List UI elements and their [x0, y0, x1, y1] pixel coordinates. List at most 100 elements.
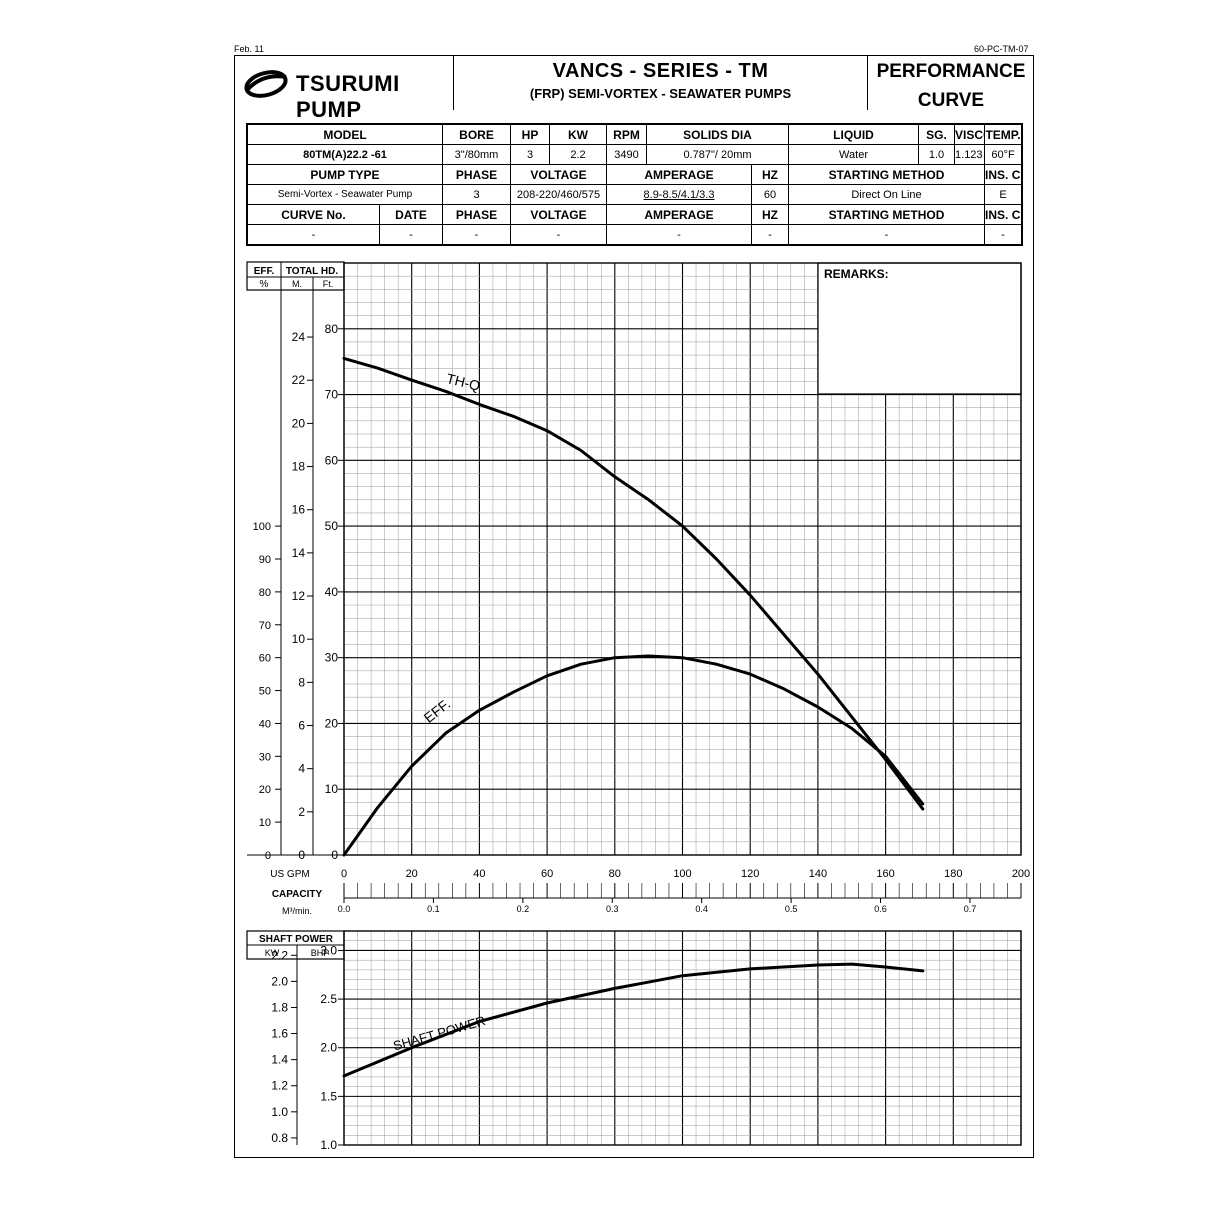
ft-tick-label: 10: [325, 782, 339, 796]
th-q-curve: [342, 356, 925, 811]
capacity-label: CAPACITY: [272, 889, 323, 900]
ft-tick-label: 60: [325, 453, 339, 467]
power-axis-title: SHAFT POWER: [259, 934, 334, 945]
bhp-tick-label: 1.0: [320, 1138, 337, 1152]
remarks-box: [817, 262, 1022, 395]
series-subtitle: (FRP) SEMI-VORTEX - SEAWATER PUMPS: [529, 86, 792, 101]
spec-cell: CURVE No.: [247, 204, 380, 225]
th-q-curve-label: TH-Q: [445, 370, 482, 394]
gpm-tick-label: 120: [741, 868, 759, 880]
eff-tick-label: 30: [259, 751, 271, 763]
bhp-tick-label: 2.0: [320, 1041, 337, 1055]
gpm-tick-label: 0: [341, 868, 347, 880]
brand-name: TSURUMI PUMP: [296, 71, 400, 122]
spec-row-4: Semi-Vortex - Seawater Pump 3 208-220/46…: [247, 184, 1023, 205]
title-cell: VANCS - SERIES - TM (FRP) SEMI-VORTEX - …: [454, 55, 868, 110]
bhp-unit: BHP: [311, 948, 330, 958]
spec-cell: HP: [510, 124, 550, 145]
series-title: VANCS - SERIES - TM: [552, 60, 769, 82]
eff-tick-label: 80: [259, 587, 271, 599]
spec-row-1: MODEL BORE HP KW RPM SOLIDS DIA LIQUID S…: [247, 124, 1023, 145]
performance-title-line1: PERFORMANCE: [876, 61, 1026, 82]
main-axis-ticks: 0102030405060708002468101214161820222401…: [253, 322, 344, 862]
kw-tick-label: 2.0: [271, 974, 288, 988]
spec-cell: RPM: [606, 124, 647, 145]
m3-tick-label: 0.3: [606, 904, 619, 914]
m3-tick-label: 0.7: [964, 904, 977, 914]
eff-curve: [342, 654, 925, 857]
m-tick-label: 22: [292, 373, 306, 387]
m-tick-label: 12: [292, 589, 306, 603]
power-plot-border: [343, 930, 1022, 1146]
main-plot-border: [343, 262, 1022, 856]
spec-cell: 3"/80mm: [442, 144, 511, 165]
spec-cell: 0.787"/ 20mm: [645, 144, 790, 165]
m3-tick-label: 0.6: [874, 904, 887, 914]
tsurumi-logo-icon: [244, 70, 288, 98]
m-tick-label: 16: [292, 503, 306, 517]
spec-cell: MODEL: [247, 124, 443, 145]
ft-tick-label: 70: [325, 388, 339, 402]
gpm-tick-label: 140: [809, 868, 827, 880]
m-tick-label: 24: [292, 330, 306, 344]
eff-tick-label: 40: [259, 718, 271, 730]
spec-cell: PHASE: [442, 204, 511, 225]
spec-cell: -: [984, 224, 1023, 245]
bhp-tick-label: 1.5: [320, 1089, 337, 1103]
spec-row-6: - - - - - - - -: [247, 224, 1023, 245]
spec-row-5: CURVE No. DATE PHASE VOLTAGE AMPERAGE HZ…: [247, 204, 1023, 225]
spec-cell: SOLIDS DIA: [645, 124, 790, 145]
logo-cell: TSURUMI PUMP: [234, 55, 454, 122]
kw-tick-label: 1.0: [271, 1105, 288, 1119]
bhp-tick-label: 2.5: [320, 992, 337, 1006]
gpm-tick-label: 100: [673, 868, 691, 880]
kw-tick-label: 1.8: [271, 1000, 288, 1014]
eff-tick-label: 60: [259, 653, 271, 665]
eff-tick-label: 100: [253, 521, 271, 533]
kw-tick-label: 1.4: [271, 1053, 288, 1067]
spec-cell: -: [750, 224, 790, 245]
eff-axis-title: EFF.: [254, 266, 275, 277]
m-tick-label: 6: [298, 719, 305, 733]
spec-row-3: PUMP TYPE PHASE VOLTAGE AMPERAGE HZ STAR…: [247, 164, 1023, 185]
shaft-power-curve: [342, 962, 925, 1078]
gpm-axis-label: US GPM: [270, 869, 309, 880]
capacity-ticks: 0 20 40 60 80 100 120 140 160 180 200 0.0 0.1 0.2 0.3 0…: [338, 868, 1030, 914]
spec-cell: 1.123 cSt: [954, 144, 986, 165]
ft-tick-label: 30: [325, 651, 339, 665]
doc-code: 60-PC-TM-07: [974, 44, 1029, 54]
performance-title-line2: CURVE: [917, 90, 985, 111]
m-tick-label: 2: [298, 805, 305, 819]
spec-cell: 60°F: [984, 144, 1023, 165]
power-axis-ticks: 1.0 1.5 2.0 2.5 3.0 0.8 1.0 1.2 1.4 1.6 1.8 2.0 2.2: [271, 943, 344, 1152]
head-m-unit: M.: [292, 279, 302, 289]
gpm-tick-label: 180: [944, 868, 962, 880]
kw-unit: KW: [265, 948, 280, 958]
ft-tick-label: 80: [325, 322, 339, 336]
kw-tick-label: 1.6: [271, 1027, 288, 1041]
m-tick-label: 18: [292, 460, 306, 474]
ft-tick-label: 0: [331, 848, 338, 862]
spec-cell: PUMP TYPE: [247, 164, 443, 185]
m3-axis-label: M³/min.: [282, 906, 312, 916]
eff-tick-label: 10: [259, 817, 271, 829]
m3-tick-label: 0.5: [785, 904, 798, 914]
power-curves: SHAFT POWER: [342, 962, 925, 1078]
date-label: Feb. 11: [234, 44, 264, 54]
gpm-tick-label: 200: [1012, 868, 1030, 880]
spec-cell: VISCOSITY: [954, 124, 986, 145]
m3-tick-label: 0.0: [338, 904, 351, 914]
kw-tick-label: 2.2: [271, 948, 288, 962]
main-curves: TH-Q EFF.: [342, 356, 925, 857]
m3-tick-label: 0.1: [427, 904, 440, 914]
bhp-tick-label: 3.0: [320, 943, 337, 957]
gpm-tick-label: 60: [541, 868, 553, 880]
spec-table: MODEL BORE HP KW RPM SOLIDS DIA LIQUID S…: [245, 123, 1024, 246]
m-tick-label: 14: [292, 546, 306, 560]
remarks-label: REMARKS:: [824, 267, 889, 281]
eff-tick-label: 50: [259, 686, 271, 698]
eff-axis-unit: %: [260, 279, 269, 290]
kw-tick-label: 1.2: [271, 1079, 288, 1093]
eff-tick-label: 70: [259, 620, 271, 632]
